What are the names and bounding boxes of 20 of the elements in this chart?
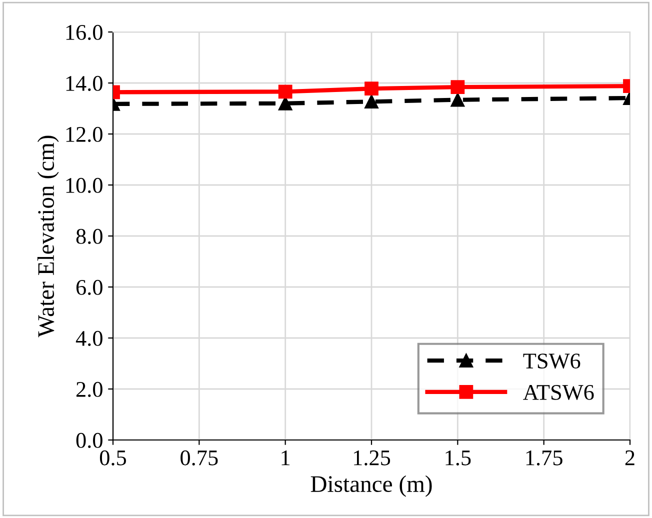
y-tick-label: 6.0	[76, 280, 102, 296]
x-axis-title: Distance (m)	[310, 475, 432, 497]
y-tick-label: 8.0	[76, 228, 102, 244]
x-tick-label: 1.25	[354, 450, 390, 466]
y-tick-label: 4.0	[76, 330, 102, 346]
legend-label: ATSW6	[523, 384, 594, 400]
y-axis-title: Water Elevation (cm)	[37, 136, 59, 338]
y-tick-label: 16.0	[66, 24, 102, 40]
x-tick-label: 1.75	[526, 450, 562, 466]
y-tick-label: 14.0	[66, 76, 102, 92]
y-tick-label: 0.0	[76, 432, 102, 448]
x-tick-label: 0.75	[180, 450, 218, 466]
y-tick-label: 12.0	[66, 126, 102, 142]
x-tick-label: 2	[625, 450, 634, 466]
legend-label: TSW6	[523, 354, 580, 369]
y-tick-label: 10.0	[66, 178, 102, 194]
y-tick-label: 2.0	[76, 382, 102, 398]
x-tick-label: 1.5	[446, 450, 471, 466]
x-tick-label: 1	[282, 450, 290, 466]
x-tick-label: 0.5	[100, 450, 126, 466]
